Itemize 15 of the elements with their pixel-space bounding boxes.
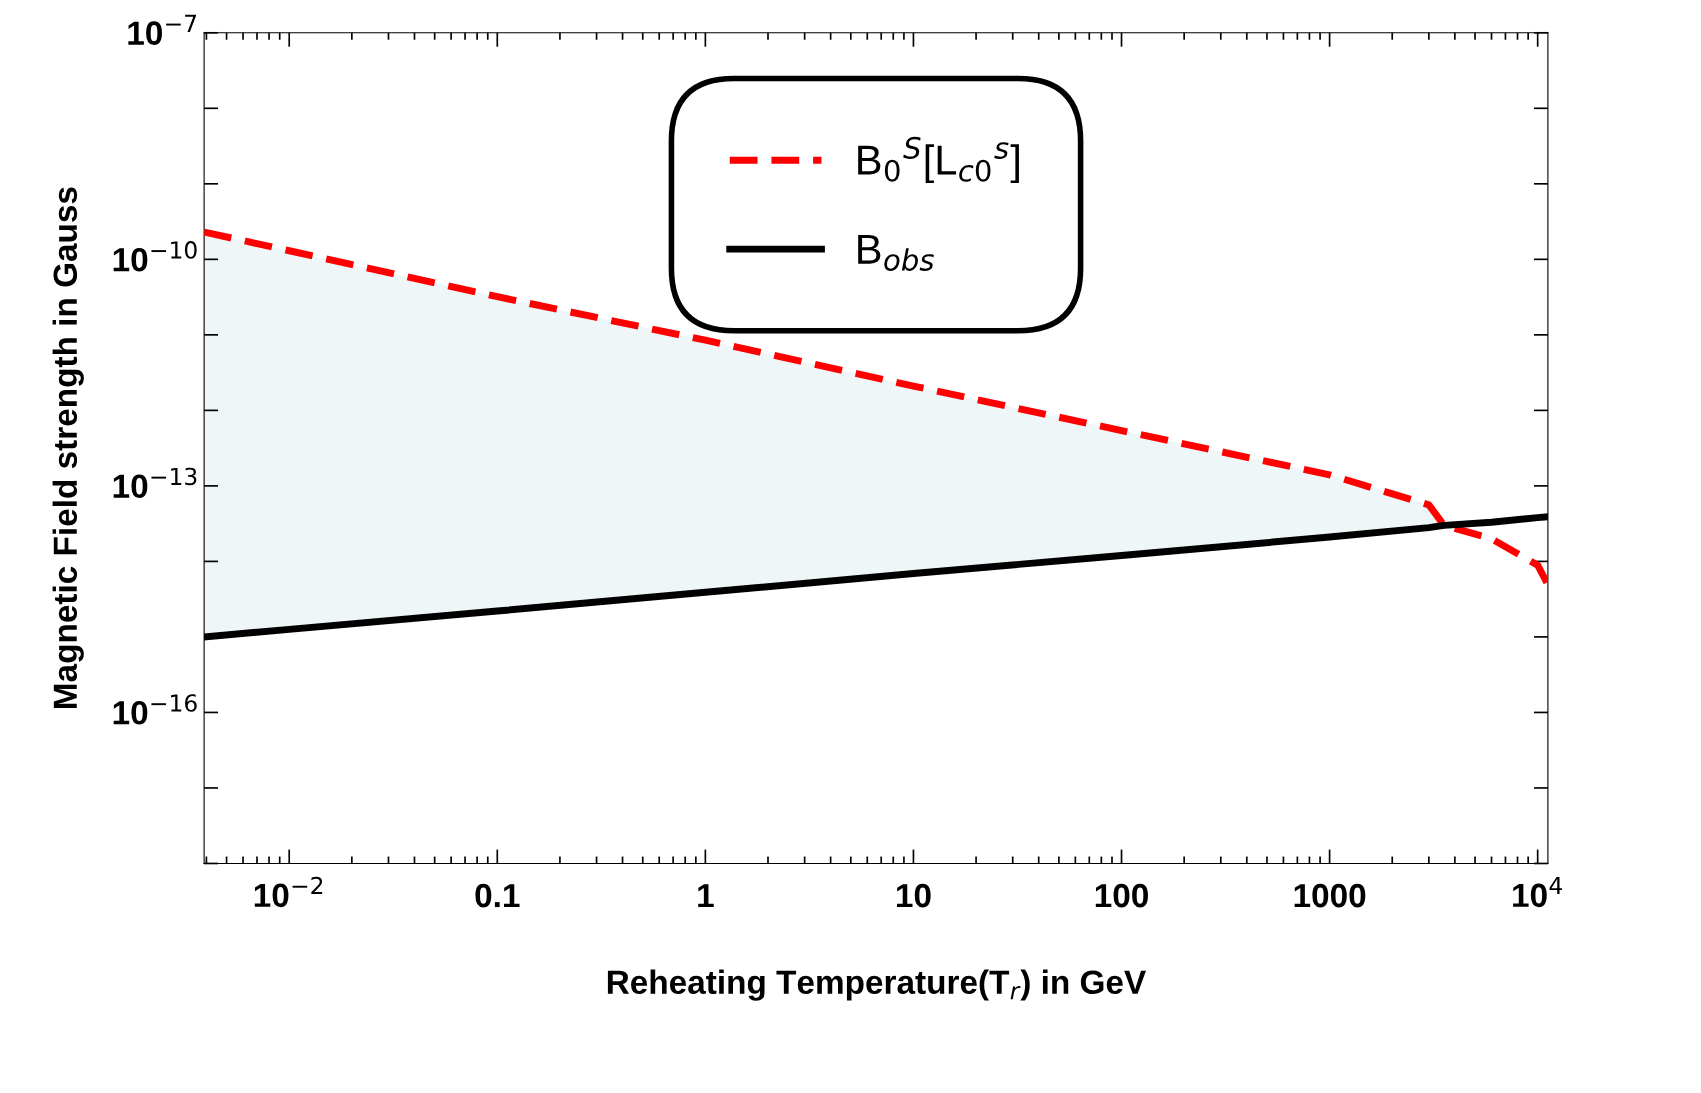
x-tick-label: 10$^{−2}$ <box>254 876 323 908</box>
y-axis-title: Magnetic Field strength in Gauss <box>52 187 84 708</box>
x-tick-label: 0.1 <box>475 883 520 908</box>
x-tick-label: 100 <box>1095 883 1148 908</box>
x-tick-label: 10 <box>897 883 931 908</box>
y-tick-label: 10$^{−16}$ <box>113 694 197 725</box>
y-tick-label: 10$^{−10}$ <box>113 241 197 272</box>
x-axis-title: Reheating Temperature(T$_{r}$) in GeV <box>607 969 1146 1001</box>
legend-label: B$_{0}$$^{S}$[L$_{c0}$$^{s}$] <box>858 136 1019 184</box>
x-tick-label: 10$^{4}$ <box>1513 877 1562 908</box>
y-tick-label: 10$^{−7}$ <box>128 14 197 45</box>
y-tick-label: 10$^{−13}$ <box>113 467 197 499</box>
legend-label: B$_{obs}$ <box>858 234 934 271</box>
x-tick-label: 1000 <box>1294 883 1366 908</box>
x-tick-label: 1 <box>698 884 714 908</box>
